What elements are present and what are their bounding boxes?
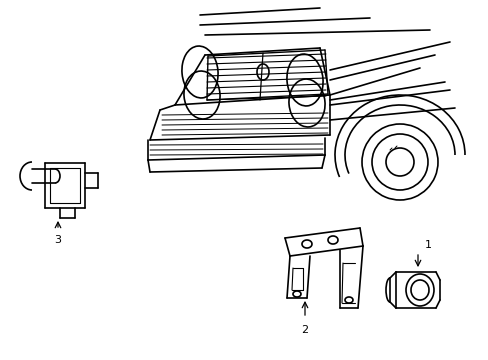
Text: 3: 3 (54, 235, 61, 245)
Text: 2: 2 (301, 325, 308, 335)
Text: 1: 1 (424, 240, 430, 250)
